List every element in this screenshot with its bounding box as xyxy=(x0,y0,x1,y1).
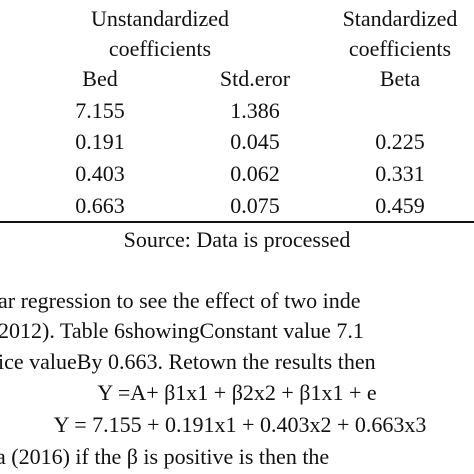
group-header: Unstandardized coefficients xyxy=(90,6,230,61)
cell: 0.459 xyxy=(375,193,425,218)
text-line: a (2016) if the β is positive is then th… xyxy=(0,444,330,469)
cell: 7.155 xyxy=(75,98,125,123)
cell: 0.045 xyxy=(230,129,280,154)
source: Source: Data is processed xyxy=(123,227,351,252)
equation: Y =A+ β1x1 + β2x2 + β1x1 + e xyxy=(97,380,377,405)
cell: 0.663 xyxy=(75,193,125,218)
cell: 0.062 xyxy=(230,161,280,186)
text-line: 2012). Table 6showingConstant value 7.1 xyxy=(0,318,364,343)
cell: 0.331 xyxy=(375,161,425,186)
column-header: Bed xyxy=(82,66,118,91)
cell: 0.191 xyxy=(75,129,125,154)
table-rule xyxy=(0,221,474,223)
column-header: Std.eror xyxy=(219,66,291,91)
equation: Y = 7.155 + 0.191x1 + 0.403x2 + 0.663x3 xyxy=(53,412,427,437)
cell: 0.403 xyxy=(75,161,125,186)
cell: 0.225 xyxy=(375,129,425,154)
column-header: Beta xyxy=(379,66,421,91)
text-line: ice valueBy 0.663. Retown the results th… xyxy=(0,349,376,374)
cell: 1.386 xyxy=(230,98,280,123)
text-line: ar regression to see the effect of two i… xyxy=(0,288,361,313)
group-header: Standardized coefficients xyxy=(342,6,458,61)
cell: 0.075 xyxy=(230,193,280,218)
